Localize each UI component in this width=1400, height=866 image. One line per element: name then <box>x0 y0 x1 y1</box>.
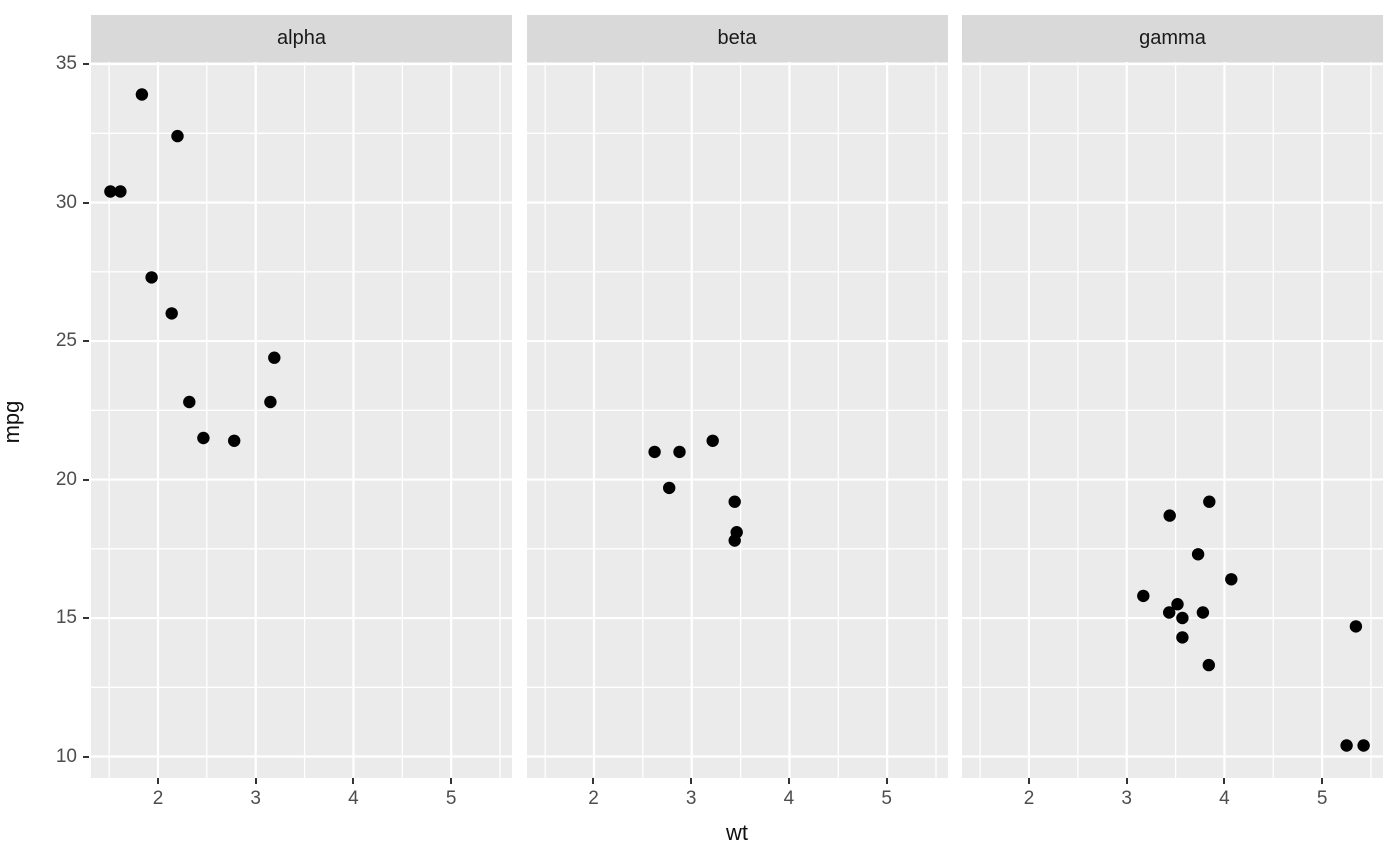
x-tick-label: 3 <box>250 788 261 809</box>
data-point <box>165 307 178 320</box>
panel-background <box>91 62 512 778</box>
y-tick-label: 25 <box>55 330 77 352</box>
x-tick-mark <box>352 778 355 784</box>
data-point <box>1176 631 1189 644</box>
y-tick-mark <box>83 340 89 343</box>
data-point <box>145 271 158 284</box>
x-tick-mark <box>254 778 257 784</box>
data-point <box>1137 589 1150 603</box>
data-point <box>1191 548 1205 561</box>
x-tick-mark <box>1321 778 1324 784</box>
y-tick-label: 30 <box>55 191 77 213</box>
panel-background <box>526 62 948 778</box>
x-tick-mark <box>592 778 595 784</box>
x-tick-label: 4 <box>783 788 795 809</box>
data-point <box>1196 606 1210 619</box>
x-tick-mark <box>1125 778 1128 784</box>
data-point <box>104 185 117 198</box>
data-point <box>706 434 719 447</box>
y-tick-label: 20 <box>55 468 77 490</box>
data-point <box>1340 739 1353 752</box>
data-point <box>1349 620 1363 633</box>
panel-alpha <box>91 62 512 778</box>
x-tick-mark <box>885 778 888 784</box>
facet-strip-alpha: alpha <box>91 15 512 62</box>
x-tick-label: 3 <box>685 788 697 809</box>
y-tick-label: 15 <box>55 607 77 629</box>
data-point <box>1225 573 1238 586</box>
y-tick-mark <box>83 201 89 204</box>
data-point <box>662 481 675 495</box>
data-point <box>647 445 661 459</box>
panel-beta <box>526 62 948 778</box>
y-tick-mark <box>83 63 89 66</box>
data-point <box>135 88 149 101</box>
data-point <box>197 431 210 445</box>
data-point <box>228 434 241 447</box>
panel-gamma <box>962 62 1383 778</box>
x-tick-label: 5 <box>445 788 457 809</box>
data-point <box>728 495 741 508</box>
data-point <box>1163 509 1176 522</box>
x-tick-label: 2 <box>588 788 599 809</box>
x-tick-mark <box>1027 778 1030 784</box>
facet-strip-gamma: gamma <box>962 15 1383 62</box>
x-tick-mark <box>1223 778 1226 784</box>
panel-background <box>962 62 1383 778</box>
x-tick-label: 2 <box>1023 788 1035 809</box>
x-tick-label: 2 <box>152 788 164 809</box>
data-point <box>264 395 277 409</box>
data-point <box>171 129 184 143</box>
y-tick-label: 35 <box>55 53 77 75</box>
y-axis-title: mpg <box>0 400 24 444</box>
y-tick-label: 10 <box>55 745 77 767</box>
x-tick-label: 3 <box>1121 788 1132 809</box>
y-tick-mark <box>83 478 89 481</box>
data-point <box>114 185 127 198</box>
y-tick-mark <box>83 755 89 758</box>
x-tick-label: 4 <box>1219 788 1230 809</box>
x-tick-label: 5 <box>881 788 892 809</box>
data-point <box>672 445 686 459</box>
data-point <box>183 395 196 409</box>
data-point <box>1203 495 1216 508</box>
data-point <box>730 526 743 539</box>
x-axis-title: wt <box>726 820 748 845</box>
x-tick-label: 5 <box>1316 788 1328 809</box>
x-tick-mark <box>450 778 453 784</box>
data-point <box>1163 606 1176 619</box>
data-point <box>1202 658 1215 672</box>
data-point <box>268 351 281 364</box>
x-tick-mark <box>690 778 693 784</box>
facet-strip-beta: beta <box>526 15 948 62</box>
x-tick-mark <box>156 778 159 784</box>
x-tick-mark <box>787 778 790 784</box>
x-tick-label: 4 <box>348 788 359 809</box>
data-point <box>1176 611 1189 625</box>
y-tick-mark <box>83 617 89 620</box>
data-point <box>1171 598 1184 611</box>
data-point <box>1357 739 1370 752</box>
